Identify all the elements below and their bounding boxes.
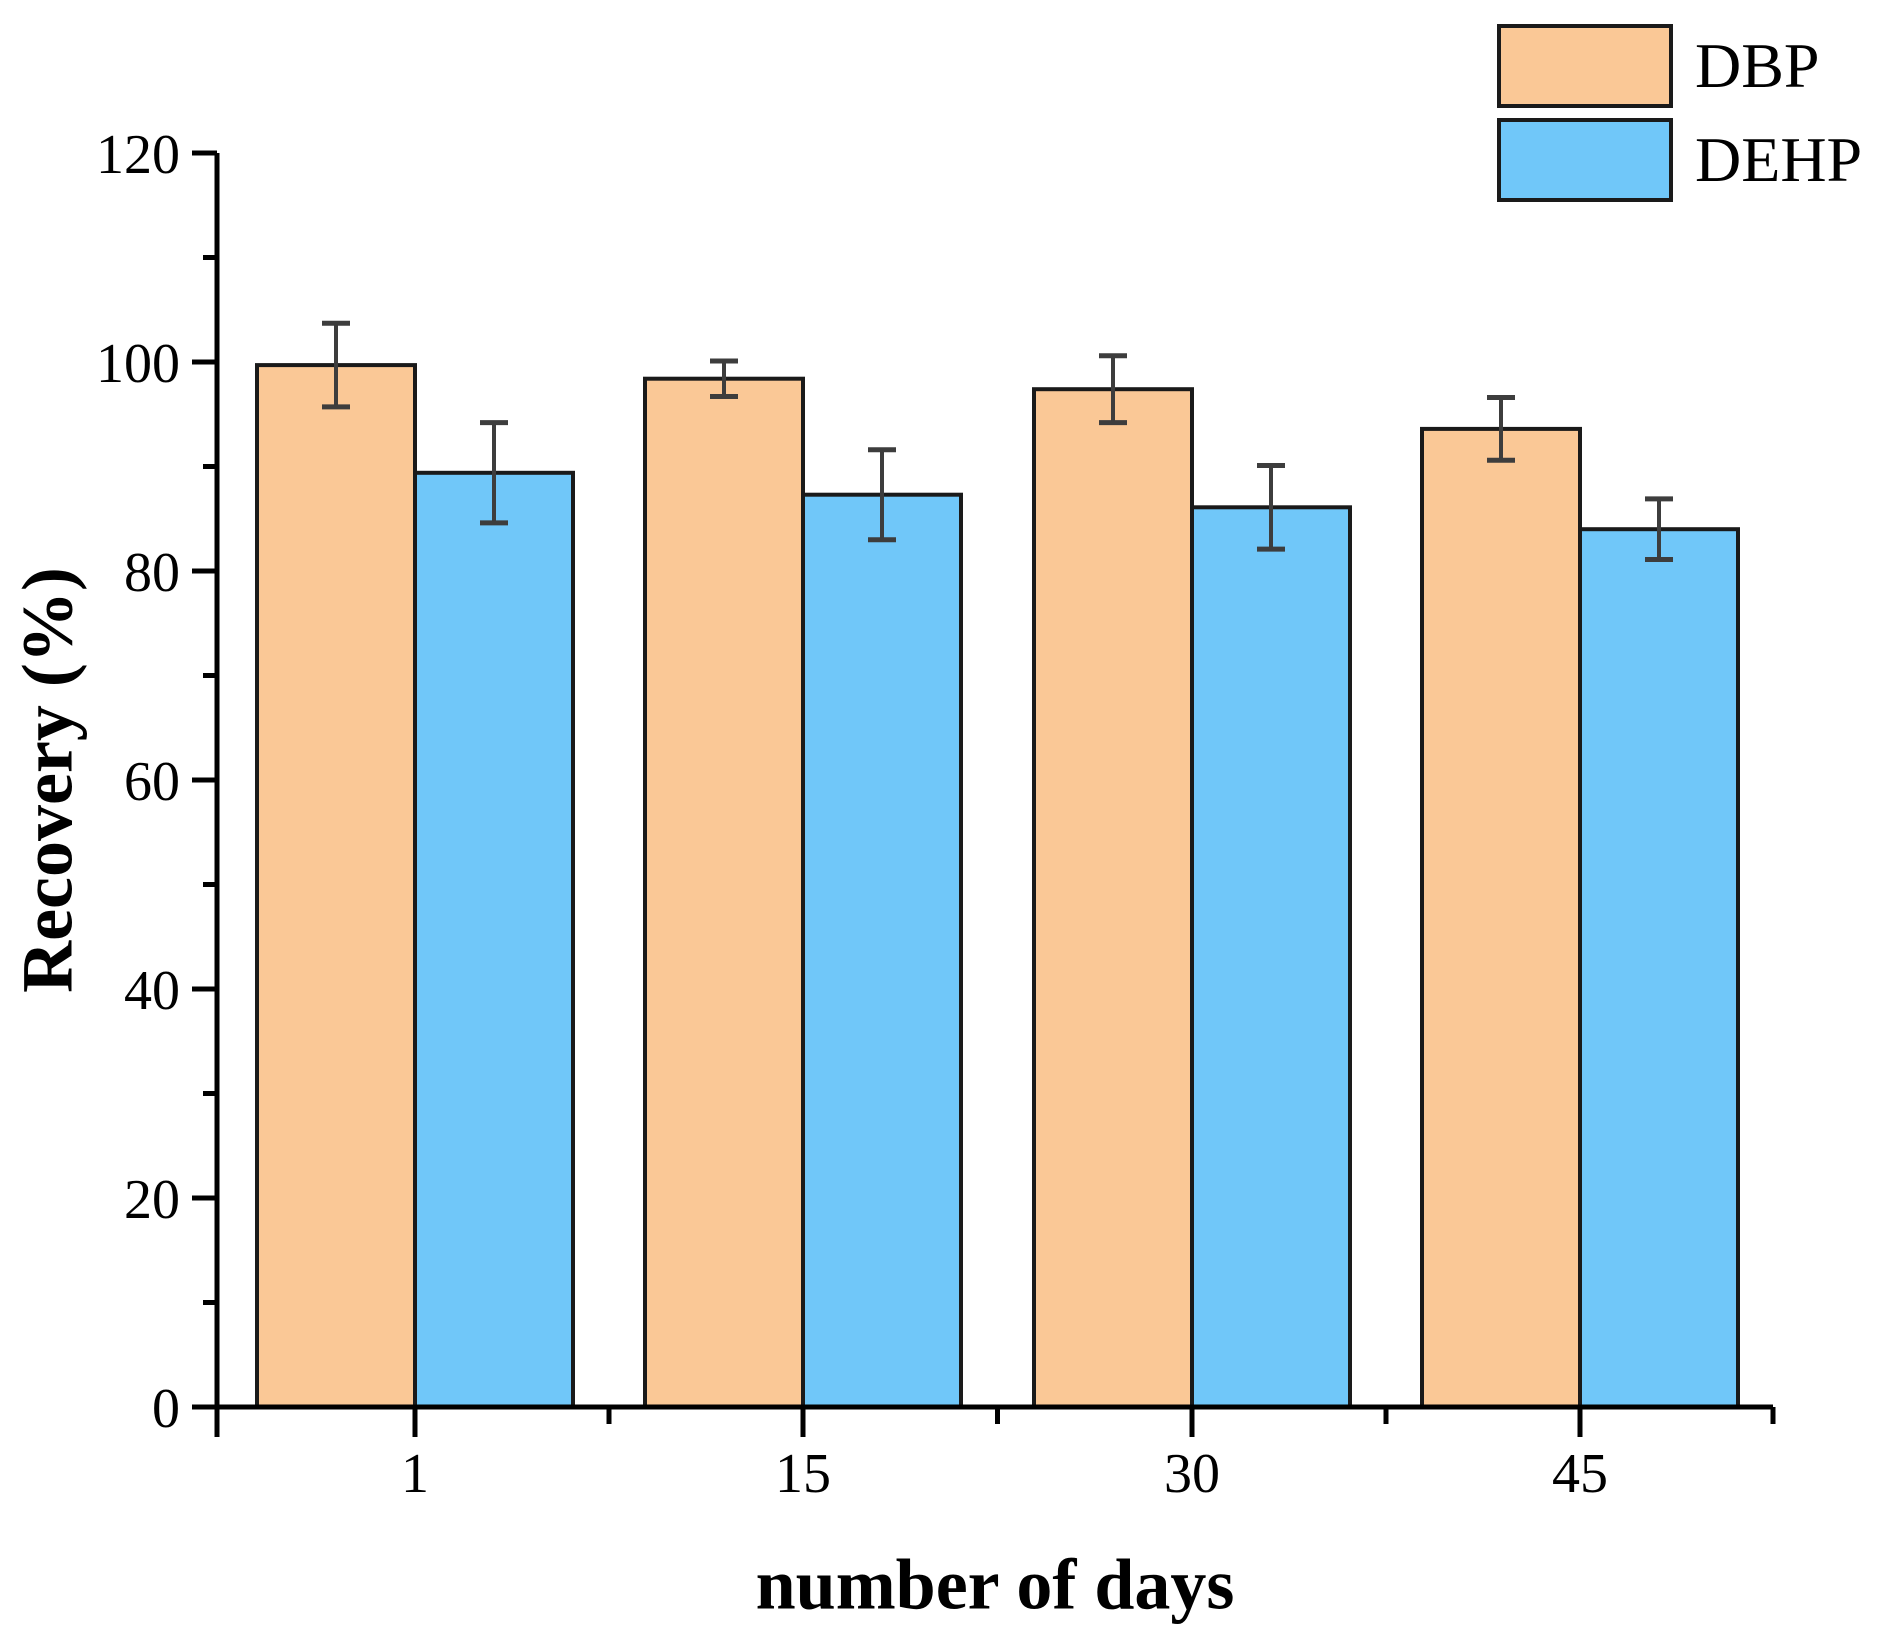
legend-label-dehp: DEHP — [1695, 124, 1863, 195]
y-tick-label-40: 40 — [124, 960, 180, 1022]
legend-swatch-dbp — [1497, 24, 1673, 108]
x-tick-label-45: 45 — [1552, 1443, 1608, 1505]
y-tick-label-100: 100 — [96, 333, 180, 395]
x-tick-label-15: 15 — [775, 1443, 831, 1505]
y-tick-label-20: 20 — [124, 1169, 180, 1231]
y-tick-label-60: 60 — [124, 751, 180, 813]
legend: DBP DEHP — [1497, 24, 1862, 202]
legend-swatch-dehp — [1497, 118, 1673, 202]
bar-dehp-15 — [801, 492, 963, 1409]
y-tick-label-0: 0 — [152, 1378, 180, 1440]
x-tick-label-1: 1 — [401, 1443, 429, 1505]
bar-dbp-15 — [643, 376, 805, 1410]
bar-dehp-45 — [1578, 527, 1740, 1409]
bar-dehp-1 — [413, 470, 575, 1409]
bar-dbp-1 — [255, 363, 417, 1410]
bar-dbp-45 — [1420, 426, 1582, 1409]
legend-label-dbp: DBP — [1695, 30, 1820, 101]
x-tick-label-30: 30 — [1164, 1443, 1220, 1505]
bar-dehp-30 — [1190, 505, 1352, 1409]
x-axis-title: number of days — [755, 1544, 1235, 1625]
bar-dbp-30 — [1032, 387, 1194, 1409]
legend-row-dehp: DEHP — [1497, 118, 1862, 202]
y-tick-label-120: 120 — [96, 124, 180, 186]
y-axis-title: Recovery (%) — [7, 567, 88, 993]
y-tick-label-80: 80 — [124, 542, 180, 604]
legend-row-dbp: DBP — [1497, 24, 1862, 108]
